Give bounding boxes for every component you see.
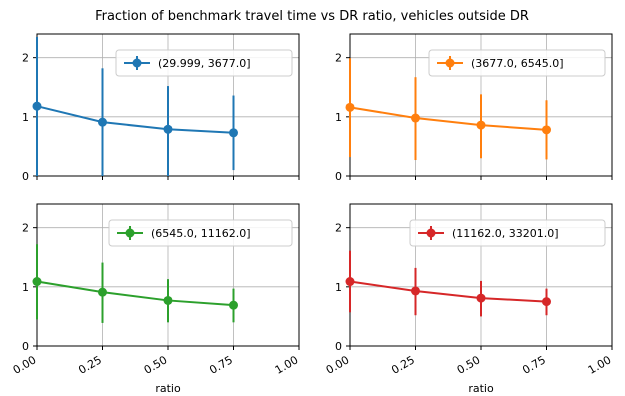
data-point [98,117,107,127]
data-point [542,297,551,307]
legend-marker [125,228,135,238]
legend-label: (11162.0, 33201.0] [452,227,559,240]
x-tick-label: 1.00 [586,353,614,377]
x-tick-label: 0.75 [520,353,548,377]
legend-box [108,219,293,247]
panel-1: 0 1 2 (29.999, 3677.0] [22,33,300,183]
x-tick-label: 0.75 [207,353,235,377]
legend-marker [426,228,436,238]
legend-marker [132,58,142,68]
panel-3: 0 1 2 0.00 0.25 0.50 0.75 1.00 (6545.0, 11162.0] [11,203,301,377]
x-tick-label: 0.00 [11,353,39,377]
x-tick-label: 0.25 [76,353,104,377]
data-point [476,293,486,303]
data-point [476,120,486,130]
data-point [32,101,42,111]
series-line [36,105,234,134]
legend: (6545.0, 11162.0] [108,219,293,247]
data-point [345,102,355,112]
panels: 0 1 2 (29.999, 3677.0] 0 1 2 (3677.0, 6545.0] 0 1… [11,33,614,377]
series-line [36,280,234,307]
y-tick-label: 1 [22,281,29,294]
chart-title: Fraction of benchmark travel time vs DR … [95,9,529,24]
legend-label: (3677.0, 6545.0] [471,57,564,70]
x-tick-label: 1.00 [273,353,301,377]
data-point [411,286,420,296]
legend-label: (29.999, 3677.0] [158,57,251,70]
legend-box [115,49,293,77]
data-point [229,300,238,310]
data-point [32,277,42,287]
y-tick-label: 2 [22,222,29,235]
data-point [542,125,551,135]
legend-marker [445,58,455,68]
y-tick-label: 0 [22,340,29,353]
legend-label: (6545.0, 11162.0] [151,227,251,240]
legend: (29.999, 3677.0] [115,49,293,77]
data-point [411,113,420,123]
y-tick-label: 1 [335,111,342,124]
series-line [349,280,547,303]
data-point [98,287,107,297]
data-point [163,295,173,305]
series-line [349,106,547,131]
x-tick-label: 0.00 [324,353,352,377]
y-tick-label: 1 [22,111,29,124]
x-tick-label: 0.50 [142,353,170,377]
x-tick-label: 0.25 [389,353,417,377]
y-tick-label: 1 [335,281,342,294]
y-tick-label: 0 [335,170,342,183]
data-point [345,277,355,287]
y-tick-label: 0 [22,170,29,183]
x-tick-label: 0.50 [455,353,483,377]
panel-4: 0 1 2 0.00 0.25 0.50 0.75 1.00 (11162.0, 33201.0… [324,203,614,377]
data-point [163,124,173,134]
y-tick-label: 2 [335,52,342,65]
legend: (11162.0, 33201.0] [409,219,606,247]
legend-box [428,49,606,77]
y-tick-label: 2 [335,222,342,235]
y-tick-label: 0 [335,340,342,353]
legend: (3677.0, 6545.0] [428,49,606,77]
panel-2: 0 1 2 (3677.0, 6545.0] [335,33,613,183]
data-point [229,128,238,138]
x-axis-label-right: ratio [468,382,494,395]
x-axis-label-left: ratio [155,382,181,395]
legend-box [409,219,606,247]
y-tick-label: 2 [22,52,29,65]
